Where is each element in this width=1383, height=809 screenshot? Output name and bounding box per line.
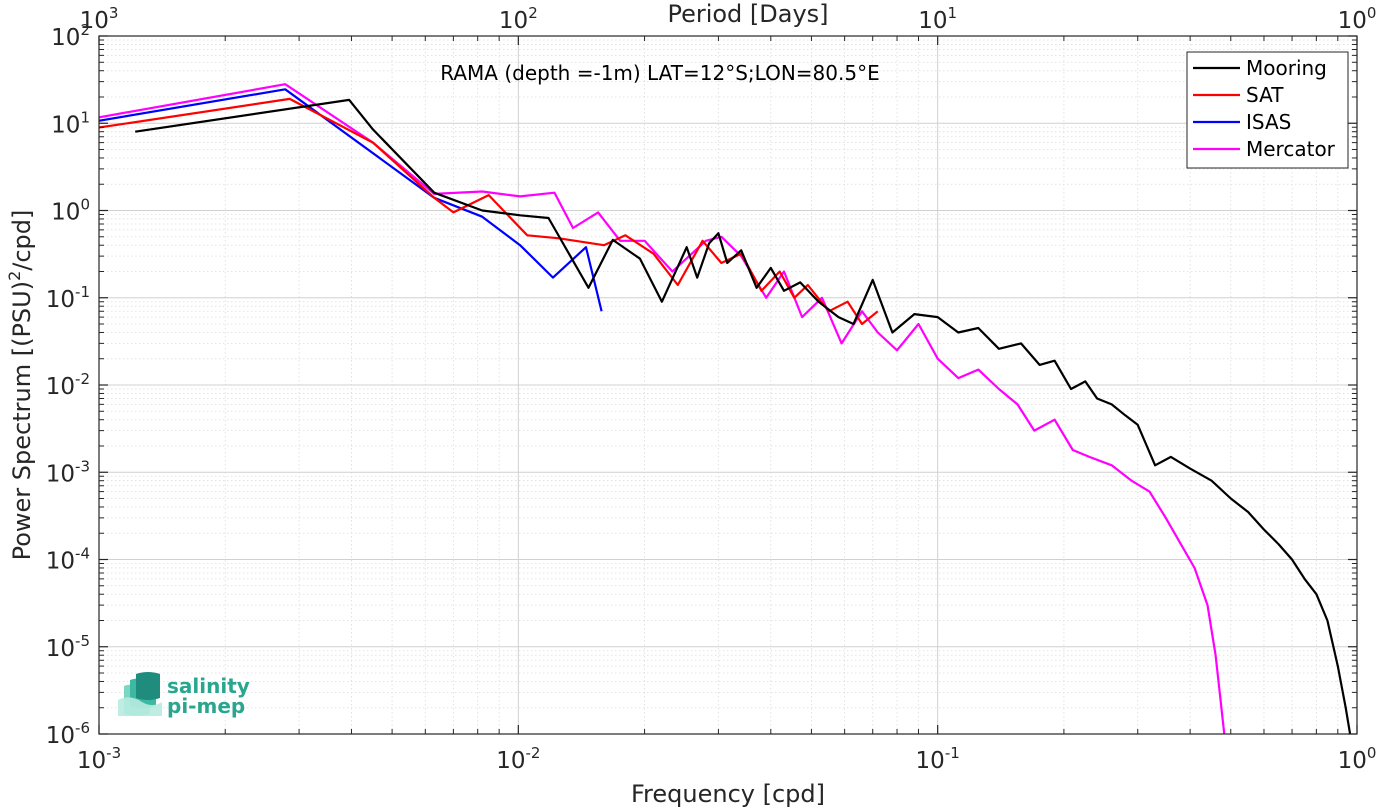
x-axis-title: Frequency [cpd] (631, 780, 825, 808)
x-tick-label: 100 (1338, 744, 1377, 774)
y-tick-exponent: 2 (80, 21, 90, 39)
x-tick-label: 10-3 (77, 744, 121, 774)
salinity-pi-mep-logo: salinity pi-mep (118, 672, 250, 718)
axis-ticks (98, 35, 1358, 735)
legend-label-sat: SAT (1246, 83, 1284, 107)
x-tick-exponent: -2 (525, 744, 540, 762)
top-tick-base: 10 (80, 8, 109, 34)
y-tick-label: 10-1 (46, 283, 90, 313)
y-tick-exponent: -2 (75, 370, 90, 388)
x-tick-base: 10 (916, 748, 945, 774)
station-annotation: RAMA (depth =-1m) LAT=12°S;LON=80.5°E (440, 61, 879, 85)
top-tick-label: 103 (80, 4, 119, 34)
logo-wave (118, 697, 162, 716)
series-layer (99, 83, 1352, 734)
top-tick-base: 10 (499, 8, 528, 34)
y-tick-base: 10 (51, 200, 80, 226)
y-tick-exponent: 1 (80, 108, 90, 126)
logo-text-pimep: pi-mep (167, 694, 245, 718)
y-tick-label: 102 (51, 21, 90, 51)
y-tick-label: 10-6 (46, 719, 90, 749)
y-tick-exponent: -1 (75, 283, 90, 301)
y-tick-exponent: -5 (75, 632, 90, 650)
y-tick-base: 10 (51, 112, 80, 138)
top-tick-label: 102 (499, 4, 538, 34)
y-tick-base: 10 (46, 461, 75, 487)
x-tick-label: 10-2 (496, 744, 540, 774)
top-tick-label: 101 (918, 4, 957, 34)
legend: Mooring SAT ISAS Mercator (1186, 51, 1349, 169)
top-tick-exponent: 2 (528, 4, 538, 22)
top-tick-exponent: 1 (948, 4, 958, 22)
y-tick-label: 10-4 (46, 545, 90, 575)
y-tick-label: 10-3 (46, 457, 90, 487)
legend-box (1186, 51, 1349, 169)
series-line-isas (99, 88, 603, 312)
logo-mark-front (136, 672, 160, 700)
y-tick-label: 10-5 (46, 632, 90, 662)
y-tick-label: 100 (51, 196, 90, 226)
x-tick-base: 10 (77, 748, 106, 774)
y-tick-base: 10 (46, 374, 75, 400)
logo-text-salinity: salinity (167, 674, 250, 698)
legend-label-mooring: Mooring (1246, 56, 1327, 80)
x-tick-exponent: -3 (106, 744, 121, 762)
series-line-sat (99, 97, 879, 326)
x-tick-exponent: -1 (945, 744, 960, 762)
series-line-mooring (135, 98, 1352, 734)
y-tick-base: 10 (46, 723, 75, 749)
y-tick-base: 10 (46, 549, 75, 575)
top-tick-base: 10 (1338, 8, 1367, 34)
y-tick-exponent: -6 (75, 719, 90, 737)
y-tick-exponent: -4 (75, 545, 90, 563)
x-tick-base: 10 (1338, 748, 1367, 774)
y-tick-base: 10 (51, 25, 80, 51)
y-tick-base: 10 (46, 287, 75, 313)
y-tick-base: 10 (46, 636, 75, 662)
y-axis-title: Power Spectrum [(PSU)2/cpd] (5, 210, 36, 561)
x-tick-exponent: 0 (1367, 744, 1377, 762)
legend-label-mercator: Mercator (1246, 137, 1336, 161)
legend-label-isas: ISAS (1246, 110, 1291, 134)
y-tick-exponent: 0 (80, 196, 90, 214)
top-axis-title: Period [Days] (667, 0, 828, 28)
y-tick-label: 10-2 (46, 370, 90, 400)
top-tick-exponent: 3 (109, 4, 119, 22)
x-tick-base: 10 (496, 748, 525, 774)
y-axis-title-part2: /cpd] (8, 210, 36, 271)
series-line-mercator (99, 83, 1226, 734)
y-tick-label: 101 (51, 108, 90, 138)
top-tick-label: 100 (1338, 4, 1377, 34)
y-tick-exponent: -3 (75, 457, 90, 475)
y-axis-title-exponent: 2 (5, 271, 24, 281)
top-tick-base: 10 (918, 8, 947, 34)
y-axis-title-part1: Power Spectrum [(PSU) (8, 281, 36, 560)
top-tick-exponent: 0 (1367, 4, 1377, 22)
x-tick-label: 10-1 (916, 744, 960, 774)
